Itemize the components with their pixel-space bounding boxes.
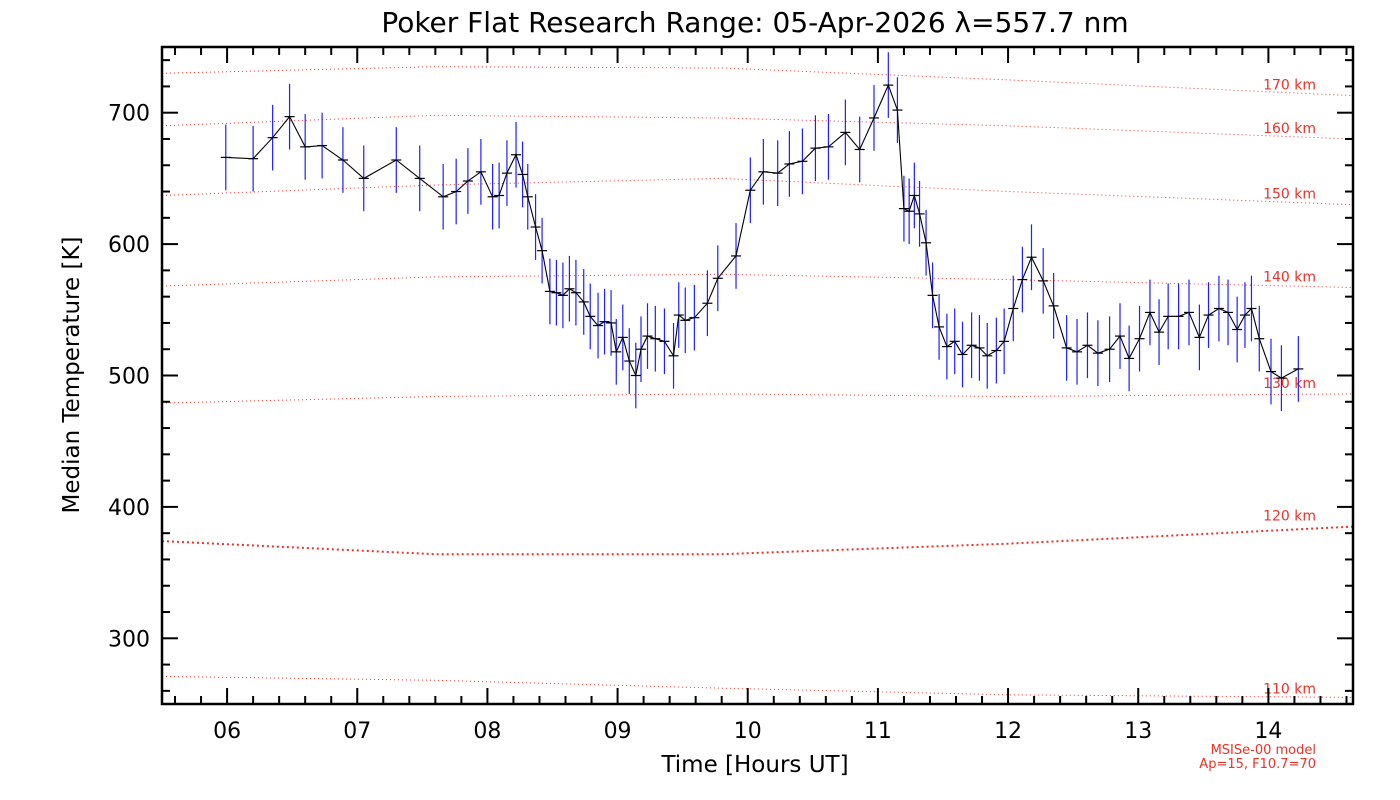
model-curve-label-5: 150 km	[1263, 187, 1316, 203]
plot-frame	[160, 45, 1355, 706]
x-axis-title: Time [Hours UT]	[660, 752, 848, 778]
model-curve-label-4: 140 km	[1263, 270, 1316, 286]
x-tick-label: 06	[213, 719, 241, 744]
x-tick-label: 08	[473, 719, 501, 744]
model-curve-3	[161, 393, 1354, 404]
model-curve-label-6: 160 km	[1263, 121, 1316, 137]
chart-title: Poker Flat Research Range: 05-Apr-2026 λ…	[381, 6, 1128, 39]
x-tick-label: 07	[343, 719, 371, 744]
model-curves: 110 km 120 km 130 km 140 km 150 km 160 km 170 …	[161, 66, 1354, 698]
model-note-name: MSISe-00 model	[1211, 743, 1316, 758]
y-tick-label: 300	[108, 627, 150, 652]
model-note-params: Ap=15, F10.7=70	[1199, 757, 1316, 772]
x-tick-label: 09	[604, 719, 632, 744]
x-tick-label: 10	[734, 719, 762, 744]
model-curve-label-7: 170 km	[1263, 78, 1316, 94]
x-tick-label: 12	[994, 719, 1022, 744]
x-tick-label: 13	[1124, 719, 1152, 744]
model-curve-4	[161, 273, 1354, 288]
x-tick-label: 14	[1254, 719, 1282, 744]
model-curve-7	[161, 66, 1354, 97]
y-tick-label: 400	[108, 496, 150, 521]
model-curve-label-2: 120 km	[1263, 509, 1316, 525]
x-tick-label: 11	[864, 719, 892, 744]
model-curve-5	[161, 177, 1354, 206]
temperature-line	[225, 83, 1299, 379]
data-series	[220, 52, 1304, 411]
model-curve-label-1: 110 km	[1263, 681, 1316, 697]
model-curve-2	[161, 525, 1354, 556]
model-curve-6	[161, 114, 1354, 140]
y-tick-label: 600	[108, 233, 150, 258]
axis-ticks: 06 07 08 09 10 11 12 13 14 300 400 500 600 700	[108, 47, 1353, 744]
y-tick-label: 500	[108, 365, 150, 390]
model-curve-1	[161, 675, 1354, 698]
y-axis-title: Median Temperature [K]	[59, 237, 85, 514]
y-tick-label: 700	[108, 102, 150, 127]
model-curve-label-3: 130 km	[1263, 376, 1316, 392]
